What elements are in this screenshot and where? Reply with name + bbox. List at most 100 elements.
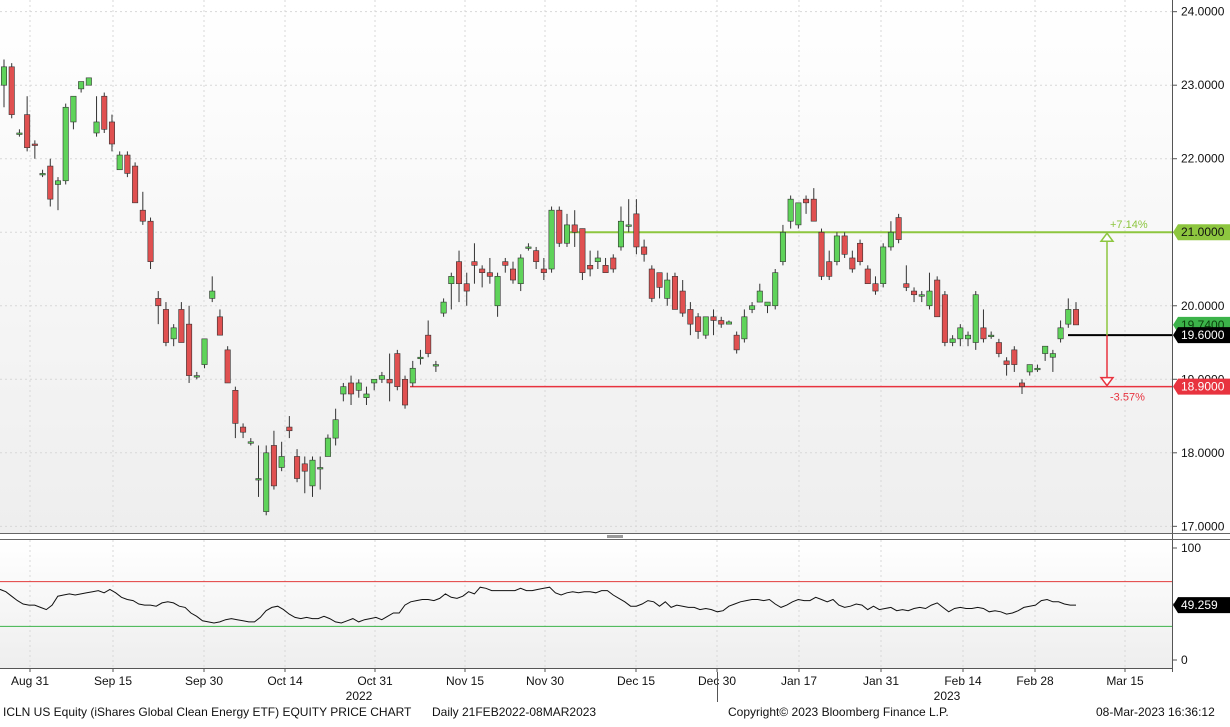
footer-timestamp: 08-Mar-2023 16:36:12 (1096, 705, 1215, 719)
candle-up (918, 294, 925, 297)
rsi-panel-background (0, 540, 1172, 668)
resistance-price-tag: 21.0000 (1181, 225, 1225, 239)
candle-down (270, 445, 277, 487)
candle-down (108, 121, 115, 145)
candle-up (1, 66, 7, 86)
candle-down (679, 290, 686, 314)
candle-up (70, 95, 77, 123)
x-tick-label: Feb 14 (944, 674, 982, 688)
candle-up (617, 220, 624, 248)
candle-up (417, 356, 424, 360)
y-tick-label: 20.0000 (1181, 299, 1225, 313)
y-tick-label: 17.0000 (1181, 519, 1225, 533)
candle-down (8, 66, 15, 115)
level-lines: +7.14% -3.57% (410, 219, 1172, 404)
candle-down (486, 272, 493, 277)
candle-down (463, 283, 470, 292)
candle-down (733, 334, 740, 351)
candle-up (116, 154, 123, 171)
candlesticks (1, 59, 1079, 516)
candle-up (1049, 353, 1056, 358)
candle-up (1065, 309, 1072, 325)
resistance-price-tag-bg (1173, 224, 1230, 241)
candle-down (941, 294, 948, 343)
candle-up (39, 173, 46, 176)
candle-down (826, 261, 833, 277)
x-tick-label: Nov 15 (446, 674, 484, 688)
candle-up (988, 334, 995, 337)
x-tick-label: Nov 30 (526, 674, 564, 688)
candle-down (995, 342, 1002, 354)
candle-down (980, 327, 987, 340)
y-tick-label: 18.0000 (1181, 446, 1225, 460)
candle-up (833, 235, 840, 262)
candle-down (479, 268, 486, 273)
candle-up (432, 364, 439, 367)
candle-down (301, 463, 308, 472)
candle-down (101, 95, 108, 130)
candle-up (517, 257, 524, 285)
candle-up (625, 224, 632, 227)
candle-down (186, 323, 193, 376)
candle-down (240, 426, 247, 433)
candle-down (1019, 382, 1026, 387)
x-tick-label: Feb 28 (1016, 674, 1054, 688)
candle-down (224, 349, 231, 384)
candle-down (162, 309, 169, 343)
candle-up (525, 246, 532, 249)
candle-up (926, 290, 933, 307)
current-price-tag-bg (1173, 327, 1230, 344)
panel-resize-handle (607, 535, 623, 538)
candle-down (24, 114, 31, 148)
candle-up (965, 334, 972, 340)
candle-up (371, 378, 378, 384)
downside-change-label: -3.57% (1110, 392, 1145, 404)
candle-down (641, 246, 648, 255)
candle-up (494, 276, 501, 307)
support-price-tag: 18.9000 (1181, 380, 1225, 394)
candle-up (448, 276, 455, 285)
rsi-line (0, 586, 1076, 624)
candle-down (425, 334, 432, 354)
candle-down (710, 316, 717, 321)
x-tick-label: Dec 15 (617, 674, 655, 688)
candle-up (363, 393, 370, 398)
candle-down (602, 265, 609, 273)
candle-down (911, 290, 918, 296)
candle-down (718, 320, 725, 325)
candle-up (594, 257, 601, 262)
candle-up (887, 231, 894, 248)
candle-down (147, 220, 154, 262)
candle-up (209, 290, 216, 299)
candle-up (1026, 364, 1033, 373)
candle-down (402, 378, 409, 406)
candle-down (818, 231, 825, 277)
candle-down (857, 242, 864, 262)
candle-down (456, 261, 463, 285)
candle-down (294, 456, 301, 479)
candle-down (687, 309, 694, 325)
candle-down (610, 257, 617, 270)
candle-down (903, 283, 910, 288)
candle-down (502, 261, 509, 266)
x-tick-label: Oct 31 (357, 674, 393, 688)
candle-up (85, 77, 92, 86)
candle-up (378, 375, 385, 380)
candle-up (201, 338, 208, 365)
candle-up (779, 231, 786, 262)
rsi-value-tag: 49.259 (1181, 598, 1218, 612)
candle-down (31, 143, 38, 146)
candle-up (1042, 345, 1049, 354)
candle-up (880, 246, 887, 285)
grid-lines (0, 0, 1172, 668)
candle-up (340, 386, 347, 395)
candle-up (409, 367, 416, 384)
candle-up (54, 180, 61, 185)
rsi-y-tick-label: 100 (1181, 541, 1201, 555)
upside-change-label: +7.14% (1110, 219, 1148, 231)
candle-down (47, 165, 54, 200)
candle-down (587, 265, 594, 270)
candle-up (787, 198, 794, 222)
x-tick-label: Sep 15 (94, 674, 132, 688)
